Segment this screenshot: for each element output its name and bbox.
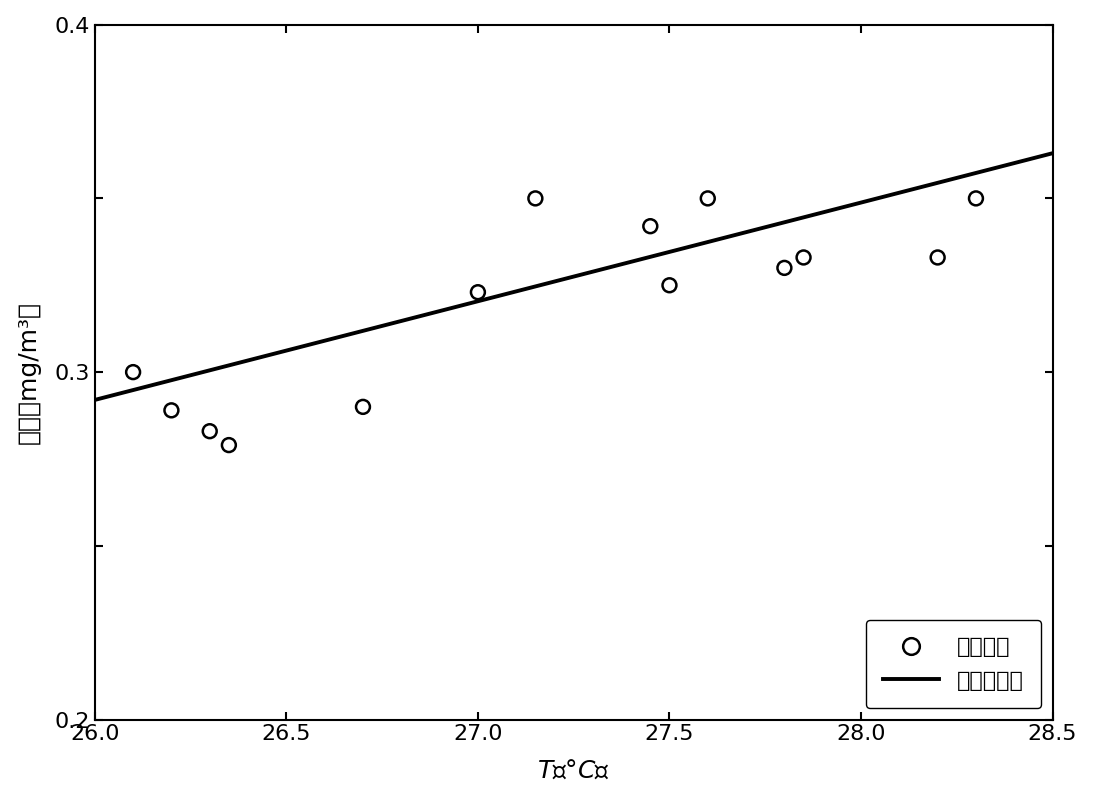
Legend: 硬酸钙板, 温湿度预测: 硬酸钙板, 温湿度预测 — [865, 619, 1041, 709]
Point — [641, 220, 659, 233]
Point — [967, 192, 985, 205]
Point — [661, 279, 678, 292]
Y-axis label: 浓度（mg/m³）: 浓度（mg/m³） — [16, 300, 40, 443]
Point — [354, 400, 372, 413]
X-axis label: $T$（°C）: $T$（°C） — [537, 758, 610, 782]
Point — [526, 192, 544, 205]
Point — [776, 261, 793, 274]
Point — [201, 425, 219, 438]
Point — [125, 366, 142, 379]
Point — [795, 251, 813, 264]
Point — [929, 251, 946, 264]
Point — [469, 286, 487, 299]
Point — [220, 439, 237, 451]
Point — [163, 404, 181, 417]
Point — [699, 192, 717, 205]
